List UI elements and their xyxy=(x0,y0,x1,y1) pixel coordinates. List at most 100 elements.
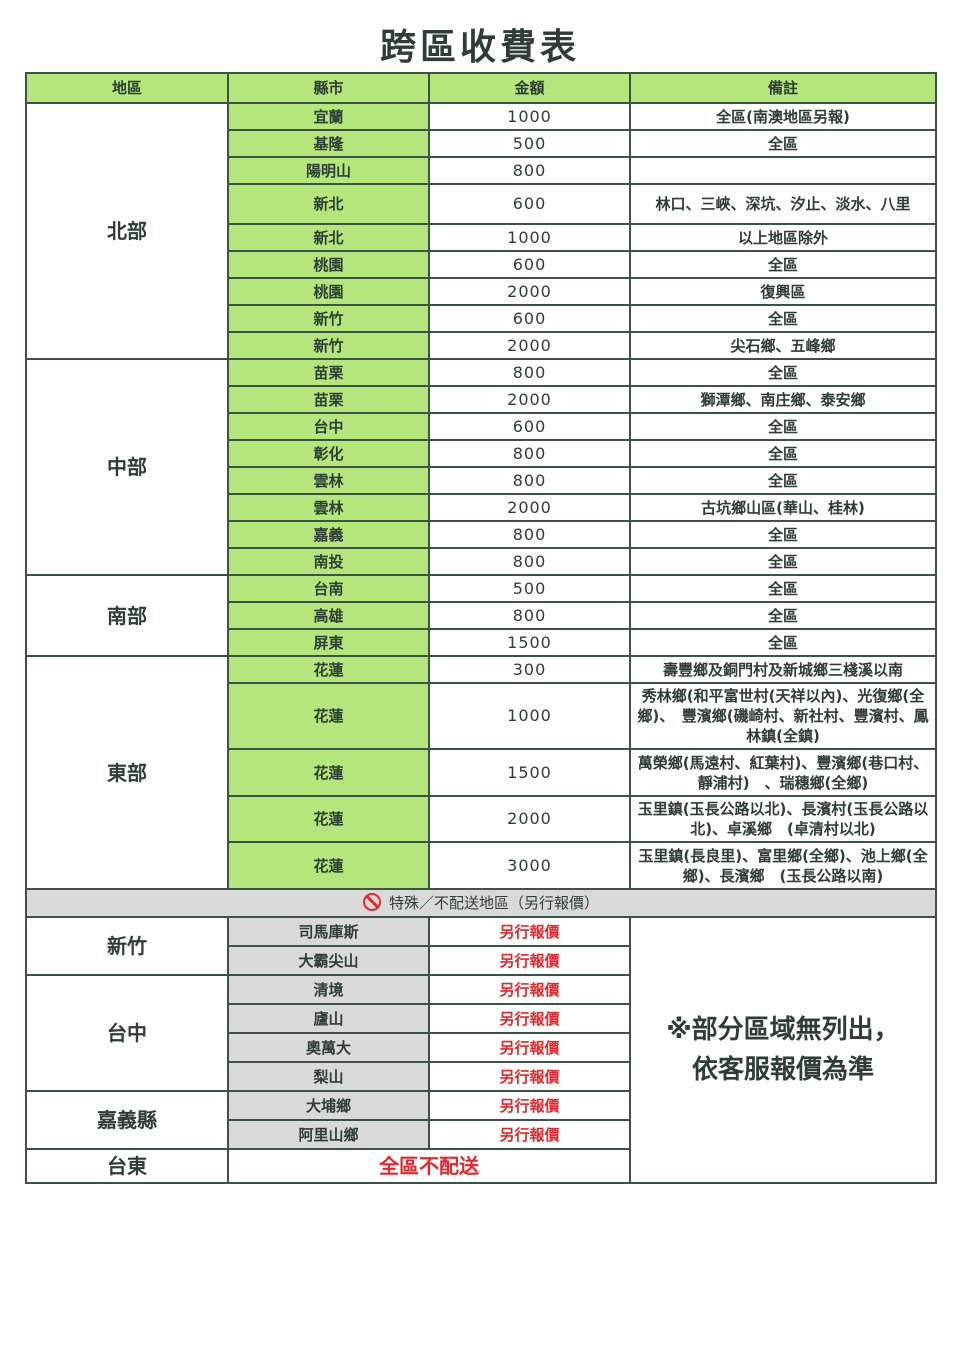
no-delivery-cell: 全區不配送 xyxy=(227,1148,631,1184)
quote-status-cell: 另行報價 xyxy=(428,1003,631,1034)
amount-cell: 3000 xyxy=(428,841,631,890)
note-cell: 全區(南澳地區另報) xyxy=(629,102,937,131)
special-row: 新竹 司馬庫斯 另行報價 ※部分區域無列出， 依客服報價為準 xyxy=(25,916,937,1184)
amount-cell: 500 xyxy=(428,574,631,603)
table-row: 南投 800 全區 xyxy=(26,547,937,576)
quote-status-cell: 另行報價 xyxy=(428,945,631,976)
special-row: 阿里山鄉 另行報價 xyxy=(26,1119,936,1150)
region-cell: 南部 xyxy=(25,574,229,657)
amount-cell: 800 xyxy=(428,547,631,576)
table-row: 花蓮 2000 玉里鎮(玉長公路以北)、長濱村(玉長公路以北)、卓溪鄉 (卓清村以北… xyxy=(26,795,937,843)
note-cell: 萬榮鄉(馬遠村、紅葉村)、豐濱鄉(巷口村、靜浦村) 、瑞穗鄉(全鄉) xyxy=(629,748,937,797)
note-cell: 全區 xyxy=(629,466,937,495)
table-row: 雲林 2000 古坑鄉山區(華山、桂林) xyxy=(26,493,937,522)
table-row: 北部 宜蘭 1000 全區(南澳地區另報) xyxy=(25,102,937,360)
special-city-cell: 廬山 xyxy=(227,1003,430,1034)
header-region: 地區 xyxy=(25,72,229,104)
city-cell: 花蓮 xyxy=(227,841,430,890)
note-cell: 玉里鎮(長良里)、富里鄉(全鄉)、池上鄉(全鄉)、長濱鄉 (玉長公路以南) xyxy=(629,841,937,890)
city-cell: 桃園 xyxy=(227,277,430,306)
amount-cell: 300 xyxy=(428,655,631,684)
city-cell: 基隆 xyxy=(227,129,430,158)
special-heading-cell: 特殊／不配送地區（另行報價） xyxy=(25,888,937,918)
note-cell: 全區 xyxy=(629,574,937,603)
special-city-cell: 司馬庫斯 xyxy=(227,916,430,947)
amount-cell: 600 xyxy=(428,250,631,279)
special-row: 台中 清境 另行報價 xyxy=(25,974,936,1092)
special-city-cell: 大埔鄉 xyxy=(227,1090,430,1121)
amount-cell: 800 xyxy=(428,439,631,468)
header-row: 地區 縣市 金額 備註 xyxy=(25,72,937,104)
remark-cell: ※部分區域無列出， 依客服報價為準 xyxy=(629,916,937,1184)
quote-status-cell: 另行報價 xyxy=(428,1119,631,1150)
table-row: 基隆 500 全區 xyxy=(26,129,937,158)
note-cell: 全區 xyxy=(629,520,937,549)
table-row: 桃園 2000 復興區 xyxy=(26,277,937,306)
special-city-cell: 大霸尖山 xyxy=(227,945,430,976)
amount-cell: 2000 xyxy=(428,277,631,306)
special-region-cell: 台中 xyxy=(25,974,229,1092)
city-cell: 苗栗 xyxy=(227,385,430,414)
note-cell: 全區 xyxy=(629,304,937,333)
note-cell: 秀林鄉(和平富世村(天祥以內)、光復鄉(全鄉)、 豐濱鄉(磯崎村、新社村、豐濱村… xyxy=(629,682,937,750)
city-cell: 宜蘭 xyxy=(227,102,430,131)
note-cell xyxy=(629,156,937,185)
city-cell: 花蓮 xyxy=(227,748,430,797)
table-row: 新竹 2000 尖石鄉、五峰鄉 xyxy=(26,331,937,360)
note-cell: 全區 xyxy=(629,358,937,387)
note-cell: 尖石鄉、五峰鄉 xyxy=(629,331,937,360)
page-title: 跨區收費表 xyxy=(379,27,580,68)
special-city-cell: 清境 xyxy=(227,974,430,1005)
special-city-cell: 阿里山鄉 xyxy=(227,1119,430,1150)
note-cell: 壽豐鄉及銅門村及新城鄉三棧溪以南 xyxy=(629,655,937,684)
special-row: 大霸尖山 另行報價 xyxy=(26,945,936,976)
special-heading: 特殊／不配送地區（另行報價） xyxy=(388,894,599,912)
table-row: 中部 苗栗 800 全區 xyxy=(25,358,937,576)
city-cell: 花蓮 xyxy=(227,795,430,843)
amount-cell: 2000 xyxy=(428,385,631,414)
amount-cell: 600 xyxy=(428,304,631,333)
quote-status-cell: 另行報價 xyxy=(428,1061,631,1092)
city-cell: 台中 xyxy=(227,412,430,441)
note-cell: 全區 xyxy=(629,601,937,630)
special-city-cell: 奧萬大 xyxy=(227,1032,430,1063)
table-row: 雲林 800 全區 xyxy=(26,466,937,495)
table-row: 屏東 1500 全區 xyxy=(26,628,937,657)
note-cell: 全區 xyxy=(629,547,937,576)
amount-cell: 600 xyxy=(428,412,631,441)
note-cell: 全區 xyxy=(629,628,937,657)
no-entry-icon xyxy=(362,893,381,911)
taitung-row: 台東 全區不配送 xyxy=(25,1148,936,1184)
city-cell: 屏東 xyxy=(227,628,430,657)
table-row: 南部 台南 500 全區 xyxy=(25,574,937,657)
remark-text: ※部分區域無列出， xyxy=(666,1015,900,1045)
note-cell: 古坑鄉山區(華山、桂林) xyxy=(629,493,937,522)
city-cell: 高雄 xyxy=(227,601,430,630)
remark-text: 依客服報價為準 xyxy=(691,1055,874,1085)
table-row: 嘉義 800 全區 xyxy=(26,520,937,549)
amount-cell: 800 xyxy=(428,601,631,630)
amount-cell: 800 xyxy=(428,466,631,495)
quote-status-cell: 另行報價 xyxy=(428,916,631,947)
note-cell: 全區 xyxy=(629,439,937,468)
city-cell: 花蓮 xyxy=(227,655,430,684)
region-cell: 東部 xyxy=(25,655,229,890)
amount-cell: 800 xyxy=(428,358,631,387)
special-region-cell: 新竹 xyxy=(25,916,229,976)
header-amount: 金額 xyxy=(428,72,631,104)
special-section-header: 特殊／不配送地區（另行報價） xyxy=(25,888,937,918)
city-cell: 彰化 xyxy=(227,439,430,468)
table-row: 花蓮 3000 玉里鎮(長良里)、富里鄉(全鄉)、池上鄉(全鄉)、長濱鄉 (玉長公路… xyxy=(26,841,937,890)
header-note: 備註 xyxy=(629,72,937,104)
city-cell: 苗栗 xyxy=(227,358,430,387)
city-cell: 新北 xyxy=(227,223,430,252)
city-cell: 南投 xyxy=(227,547,430,576)
table-row: 新北 1000 以上地區除外 xyxy=(26,223,937,252)
city-cell: 新北 xyxy=(227,183,430,225)
table-row: 新竹 600 全區 xyxy=(26,304,937,333)
special-row: 嘉義縣 大埔鄉 另行報價 xyxy=(25,1090,936,1150)
city-cell: 桃園 xyxy=(227,250,430,279)
table-row: 新北 600 林口、三峽、深坑、汐止、淡水、八里 xyxy=(26,183,937,225)
city-cell: 嘉義 xyxy=(227,520,430,549)
amount-cell: 2000 xyxy=(428,331,631,360)
